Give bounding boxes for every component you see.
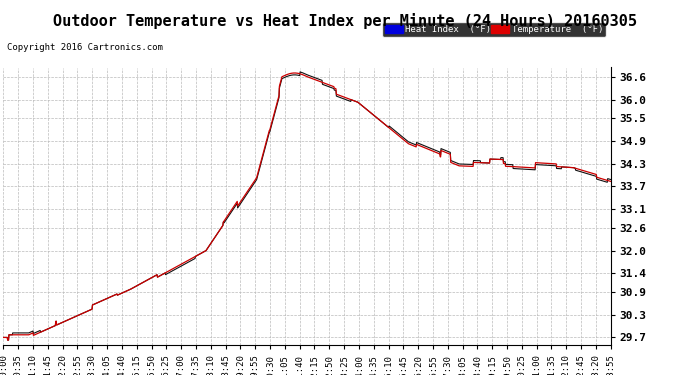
Legend: Heat Index  (°F), Temperature  (°F): Heat Index (°F), Temperature (°F) <box>382 22 606 37</box>
Text: Outdoor Temperature vs Heat Index per Minute (24 Hours) 20160305: Outdoor Temperature vs Heat Index per Mi… <box>53 13 637 29</box>
Text: Copyright 2016 Cartronics.com: Copyright 2016 Cartronics.com <box>7 43 163 52</box>
